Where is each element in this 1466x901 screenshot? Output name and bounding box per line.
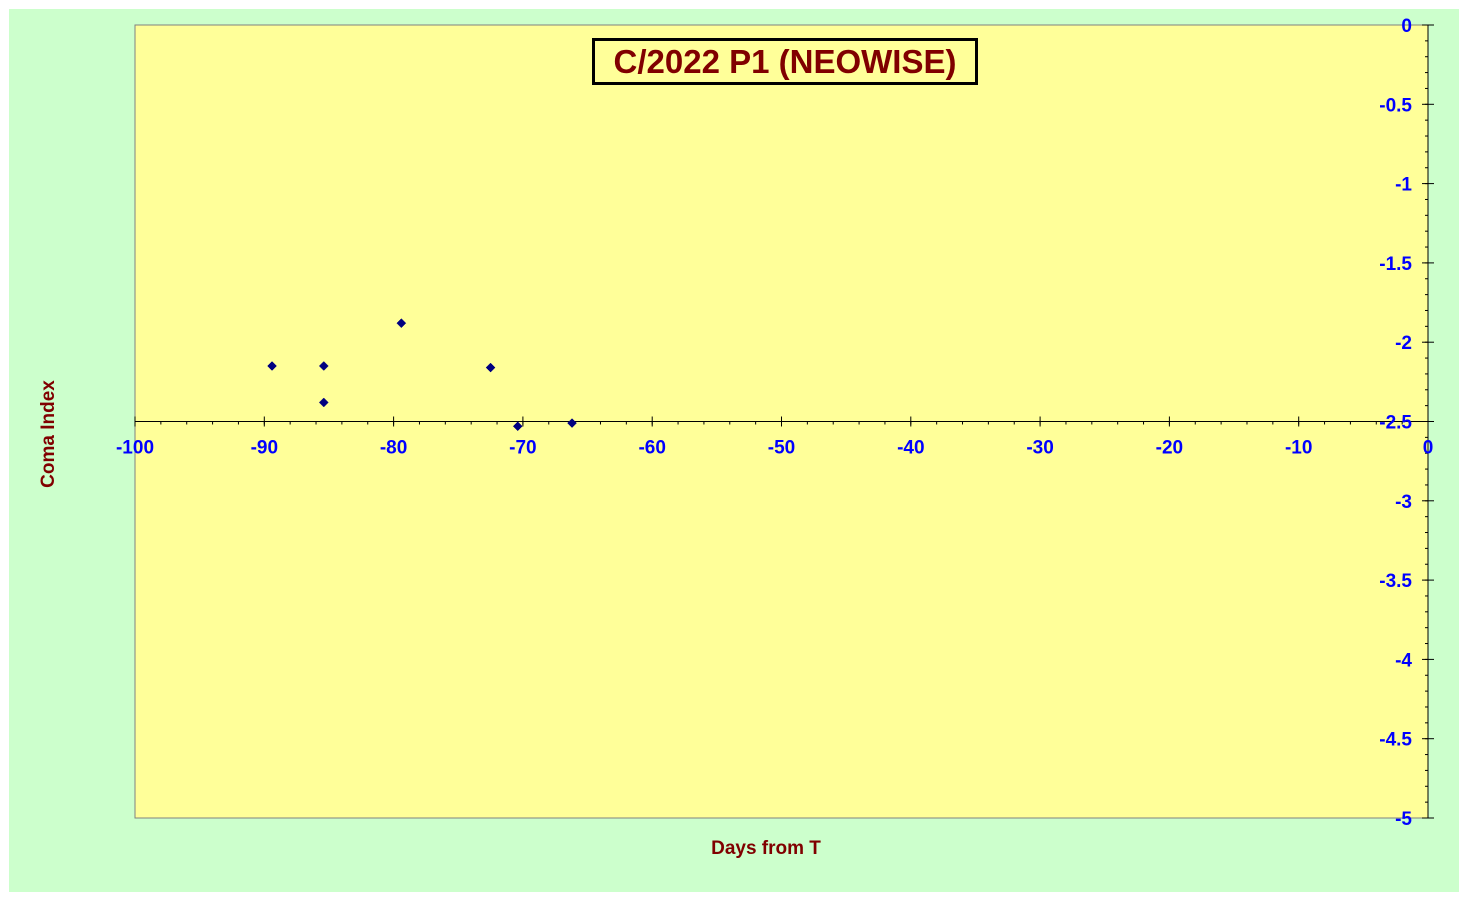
axes-layer <box>134 24 1434 819</box>
x-tick-label: -70 <box>509 438 536 459</box>
data-point <box>318 397 329 408</box>
y-tick-label: 0 <box>1401 16 1412 37</box>
data-point <box>567 418 577 428</box>
y-tick-label: -3 <box>1395 492 1412 513</box>
data-point <box>485 362 496 373</box>
y-tick-label: -4.5 <box>1379 730 1412 751</box>
y-tick-label: -4 <box>1395 650 1412 671</box>
y-tick-label: -1.5 <box>1379 254 1412 275</box>
x-tick-label: -30 <box>1026 438 1053 459</box>
y-axis-title: Coma Index <box>38 380 59 488</box>
x-tick-label: -90 <box>251 438 278 459</box>
x-tick-label: -40 <box>897 438 924 459</box>
chart-title-box: C/2022 P1 (NEOWISE) <box>592 38 978 85</box>
x-tick-label: -50 <box>768 438 795 459</box>
x-tick-label: -80 <box>380 438 407 459</box>
data-points <box>267 318 577 432</box>
data-point <box>396 318 407 329</box>
x-tick-label: -20 <box>1156 438 1183 459</box>
chart-area: -100 -90 -80 -70 -60 -50 -40 -30 -20 -10 0 0 -0.5 -1-… <box>9 9 1459 892</box>
data-point <box>318 361 329 371</box>
x-tick-label: 0 <box>1423 438 1434 459</box>
y-tick-label: -5 <box>1395 809 1412 830</box>
tick-labels: -100 -90 -80 -70 -60 -50 -40 -30 -20 -10 00-0.5-1-… <box>116 16 1433 830</box>
data-point <box>267 361 277 371</box>
y-tick-label: -3.5 <box>1379 571 1412 592</box>
y-tick-label: -2.5 <box>1379 413 1412 434</box>
x-axis-title: Days from T <box>711 838 821 859</box>
x-tick-label: -100 <box>116 438 154 459</box>
y-tick-label: -0.5 <box>1379 95 1412 116</box>
y-tick-label: -1 <box>1395 175 1412 196</box>
chart-canvas: -100 -90 -80 -70 -60 -50 -40 -30 -20 -10 00-0.5-1-… <box>116 16 1434 830</box>
x-tick-label: -10 <box>1285 438 1312 459</box>
chart-title: C/2022 P1 (NEOWISE) <box>613 42 957 80</box>
data-point <box>512 421 523 432</box>
x-tick-label: -60 <box>638 438 665 459</box>
y-tick-label: -2 <box>1395 333 1412 354</box>
